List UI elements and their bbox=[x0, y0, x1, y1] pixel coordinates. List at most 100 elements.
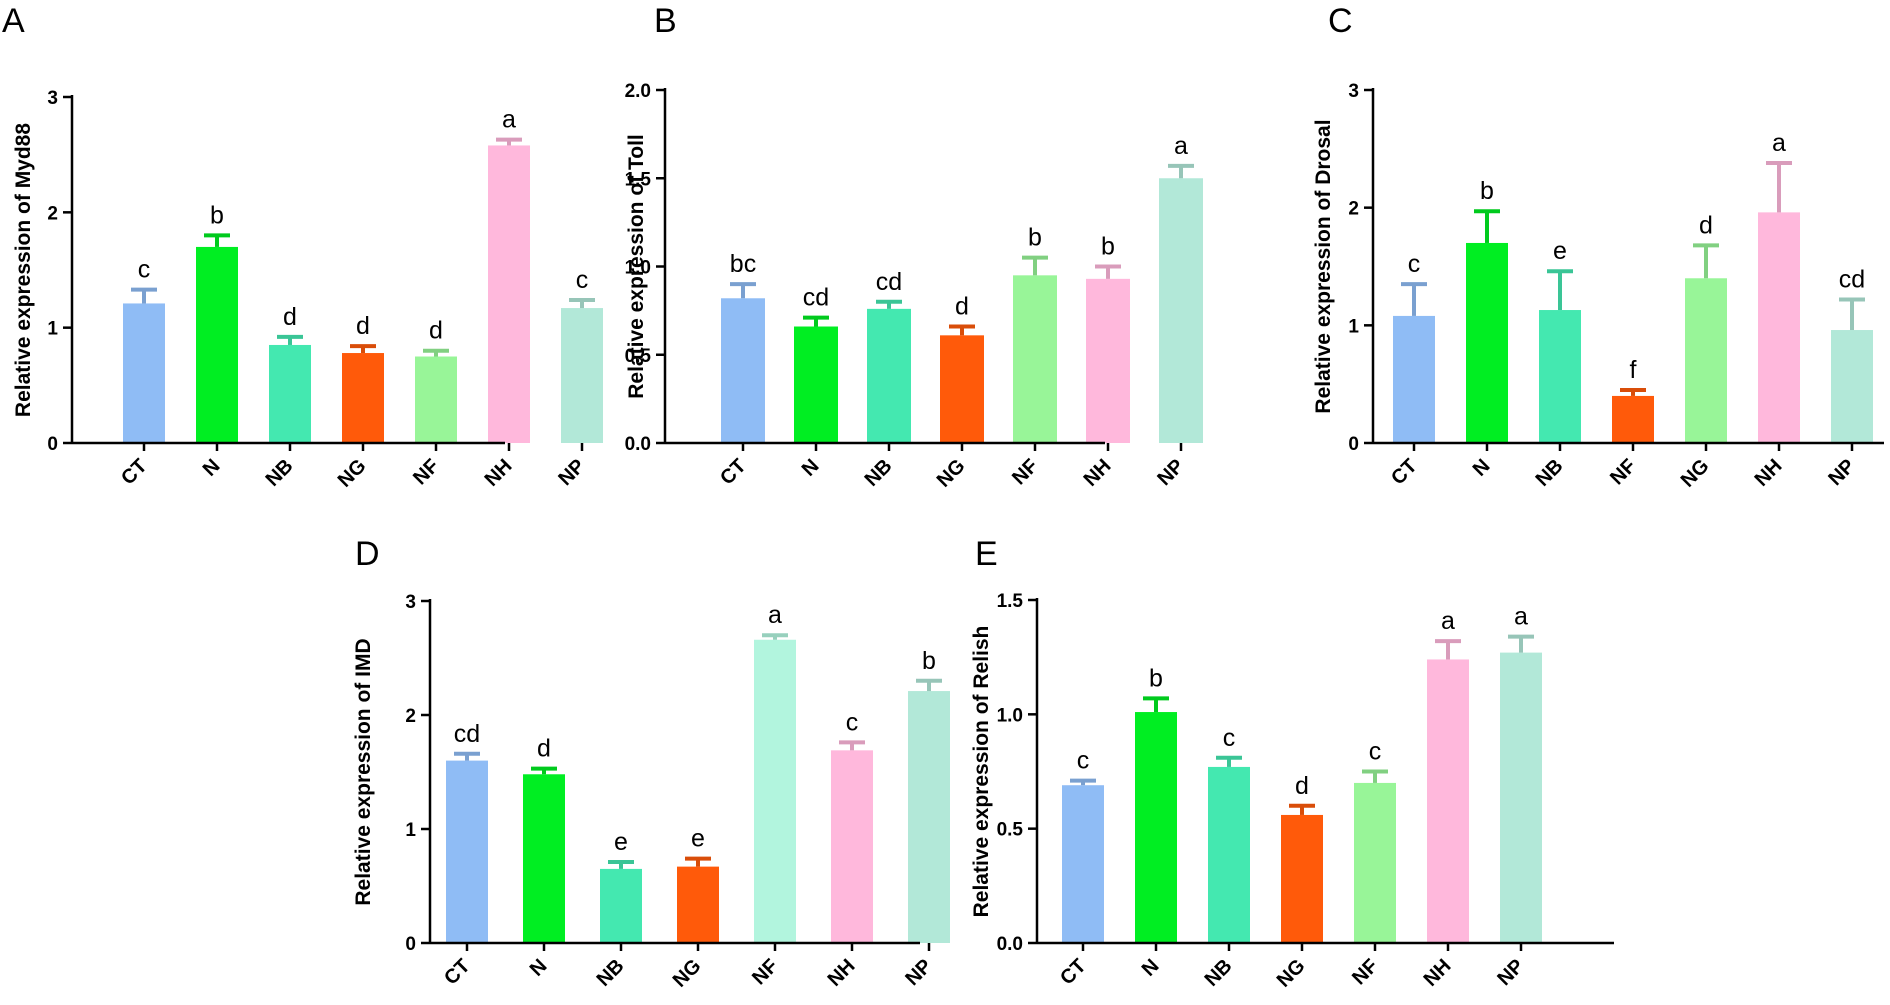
panel-label: A bbox=[2, 2, 25, 40]
bar-nh bbox=[1758, 212, 1800, 443]
chart-panel-b: B Relative expression of Toll 0.0 0.5 1.0 1.5… bbox=[625, 2, 1203, 492]
bar-np bbox=[561, 308, 603, 443]
y-tick-label: 2 bbox=[1348, 199, 1359, 220]
significance-letter: cd bbox=[803, 284, 829, 312]
bar-nf bbox=[1354, 782, 1396, 943]
x-tick-label: NP bbox=[1153, 455, 1188, 490]
bar-nb bbox=[1208, 766, 1250, 943]
bar-ng bbox=[342, 353, 384, 443]
y-tick-label: 2 bbox=[405, 706, 416, 727]
y-tick-label: 2 bbox=[47, 203, 58, 224]
x-tick-label: CT bbox=[117, 455, 151, 489]
bar-ct bbox=[1393, 315, 1435, 443]
x-tick-label: NG bbox=[669, 955, 706, 992]
x-tick-label: CT bbox=[1056, 955, 1090, 989]
x-tick-label: NP bbox=[1824, 455, 1859, 490]
bar-ng bbox=[940, 335, 984, 443]
bar-nf bbox=[754, 639, 796, 943]
significance-letter: d bbox=[283, 303, 297, 331]
x-tick-label: NB bbox=[1532, 455, 1568, 491]
bar-n bbox=[1135, 712, 1177, 943]
significance-letter: a bbox=[1441, 607, 1455, 635]
significance-letter: c bbox=[138, 256, 151, 284]
bar-ct bbox=[1062, 785, 1104, 943]
significance-letter: e bbox=[614, 828, 628, 856]
x-tick-label: N bbox=[1469, 455, 1495, 481]
x-tick-label: N bbox=[798, 455, 824, 481]
panel-label: E bbox=[975, 535, 998, 573]
bar-nb bbox=[269, 344, 311, 443]
y-tick-label: 0.0 bbox=[625, 434, 651, 455]
bar-nb bbox=[1539, 310, 1581, 443]
bar-nh bbox=[1086, 278, 1130, 443]
chart-panel-c: C Relative expression of Drosal 0 1 2 3 c CT b Ne… bbox=[1312, 2, 1884, 492]
x-tick-label: NF bbox=[1606, 455, 1640, 489]
bar-n bbox=[523, 774, 565, 943]
significance-letter: a bbox=[768, 601, 782, 629]
x-tick-label: NG bbox=[334, 455, 371, 492]
y-tick-label: 1.5 bbox=[997, 591, 1024, 612]
significance-letter: d bbox=[356, 312, 370, 340]
significance-letter: c bbox=[576, 266, 589, 294]
bar-nf bbox=[1013, 275, 1057, 443]
x-tick-label: NG bbox=[1273, 955, 1310, 992]
bar-np bbox=[908, 691, 950, 943]
chart-panel-d: D Relative expression of IMD 0 1 2 3 cd CT d Ne NB… bbox=[352, 535, 950, 992]
significance-letter: bc bbox=[730, 250, 756, 278]
significance-letter: d bbox=[955, 293, 969, 321]
y-tick-label: 0.5 bbox=[625, 346, 652, 367]
x-tick-label: NF bbox=[748, 955, 782, 989]
significance-letter: d bbox=[1295, 772, 1309, 800]
y-tick-label: 3 bbox=[47, 88, 58, 109]
significance-letter: c bbox=[1223, 724, 1236, 752]
bar-ct bbox=[123, 303, 165, 443]
panel-label: B bbox=[654, 2, 677, 40]
y-tick-label: 1.0 bbox=[997, 705, 1023, 726]
bar-ng bbox=[1685, 278, 1727, 443]
significance-letter: e bbox=[691, 825, 705, 853]
bar-np bbox=[1500, 652, 1542, 943]
significance-letter: c bbox=[1369, 738, 1382, 766]
significance-letter: a bbox=[502, 106, 516, 134]
bar-ct bbox=[721, 298, 765, 443]
significance-letter: b bbox=[1101, 233, 1115, 261]
x-tick-label: NB bbox=[861, 455, 897, 491]
panel-label: D bbox=[355, 535, 380, 573]
x-tick-label: NF bbox=[1348, 955, 1382, 989]
bar-n bbox=[196, 246, 238, 443]
significance-letter: c bbox=[846, 708, 859, 736]
y-axis-label: Relative expression of Relish bbox=[970, 626, 993, 918]
bar-n bbox=[1466, 242, 1508, 443]
x-tick-label: NP bbox=[1493, 955, 1528, 990]
y-tick-label: 0.5 bbox=[997, 820, 1024, 841]
significance-letter: d bbox=[537, 735, 551, 763]
x-tick-label: CT bbox=[440, 955, 474, 989]
y-axis-label: Relative expression of Toll bbox=[625, 134, 648, 399]
significance-letter: b bbox=[1480, 177, 1494, 205]
x-tick-label: NH bbox=[824, 955, 860, 991]
significance-letter: d bbox=[429, 317, 443, 345]
x-tick-label: N bbox=[1138, 955, 1164, 981]
panel-label: C bbox=[1328, 2, 1353, 40]
x-tick-label: NB bbox=[593, 955, 629, 991]
bar-ct bbox=[446, 760, 488, 943]
significance-letter: cd bbox=[1839, 265, 1865, 293]
y-tick-label: 1 bbox=[1348, 316, 1359, 337]
x-tick-label: N bbox=[526, 955, 552, 981]
y-axis-label: Relative expression of IMD bbox=[352, 638, 375, 905]
x-tick-label: NG bbox=[933, 455, 970, 492]
y-tick-label: 2.0 bbox=[625, 81, 651, 102]
x-tick-label: NH bbox=[1420, 955, 1456, 991]
significance-letter: a bbox=[1772, 129, 1786, 157]
x-tick-label: NF bbox=[409, 455, 443, 489]
x-tick-label: NH bbox=[481, 455, 517, 491]
significance-letter: b bbox=[922, 647, 936, 675]
y-tick-label: 1 bbox=[47, 319, 58, 340]
significance-letter: e bbox=[1553, 237, 1567, 265]
bar-n bbox=[794, 326, 838, 443]
x-tick-label: NG bbox=[1677, 455, 1714, 492]
y-tick-label: 0 bbox=[47, 434, 58, 455]
chart-panel-a: A Relative expression of Myd88 0 1 2 3 c CT b Nd N… bbox=[2, 2, 603, 492]
significance-letter: a bbox=[1514, 603, 1528, 631]
